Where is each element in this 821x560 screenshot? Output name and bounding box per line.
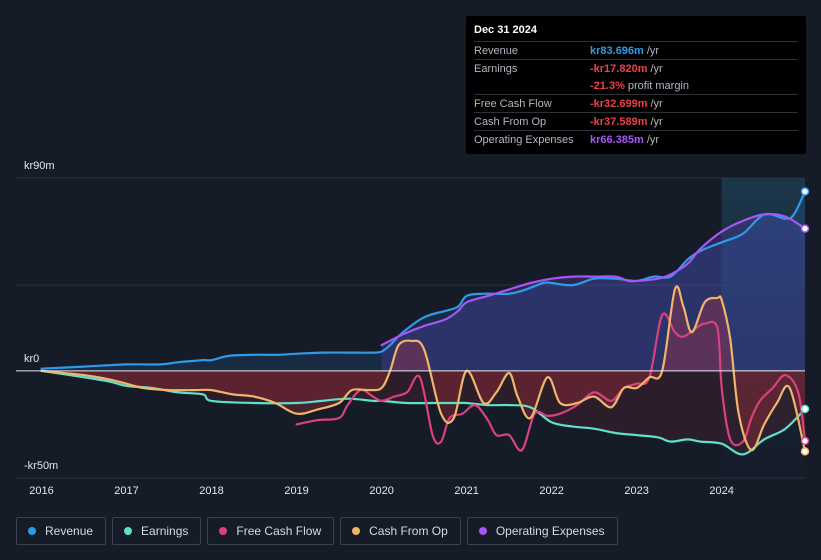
- legend-item-operating-expenses[interactable]: Operating Expenses: [466, 517, 618, 545]
- tooltip-date: Dec 31 2024: [474, 24, 537, 36]
- tooltip-row: Cash From Op -kr37.589m/yr: [474, 112, 798, 130]
- tooltip-row-label: Free Cash Flow: [474, 97, 552, 110]
- tooltip-panel: Dec 31 2024 Revenue kr83.696m/yr Earnings -…: [466, 16, 806, 154]
- tooltip-row-unit: /yr: [650, 115, 663, 128]
- legend-dot-icon: [28, 527, 36, 535]
- y-tick-label-top: kr90m: [24, 160, 55, 172]
- x-tick-label: 2017: [114, 485, 139, 497]
- tooltip-row-value: -kr37.589m: [590, 115, 648, 128]
- tooltip-row-unit: /yr: [650, 97, 663, 110]
- end-marker-revenue: [800, 187, 810, 196]
- y-tick-label-bottom: -kr50m: [24, 460, 59, 472]
- series-lines: [40, 190, 807, 456]
- tooltip-row: Free Cash Flow -kr32.699m/yr: [474, 94, 798, 112]
- tooltip-row: -21.3% profit margin: [474, 77, 798, 94]
- legend-dot-icon: [352, 527, 361, 535]
- area-earnings: [41, 370, 805, 455]
- x-tick-label: 2021: [454, 485, 479, 497]
- tooltip-row-value: kr83.696m: [590, 44, 644, 57]
- legend-dot-icon: [124, 527, 133, 535]
- x-tick-label: 2023: [624, 485, 649, 497]
- end-marker-operating-expenses: [800, 224, 810, 233]
- tooltip-row-unit: profit margin: [627, 79, 689, 92]
- end-marker-free-cash-flow: [800, 436, 810, 446]
- line-earnings: [40, 369, 807, 456]
- area-revenue: [41, 191, 805, 371]
- legend-dot-icon: [478, 527, 487, 535]
- tooltip-row: Operating Expenses kr66.385m/yr: [474, 130, 798, 148]
- legend: Revenue Earnings Free Cash Flow Cash From O…: [16, 517, 618, 545]
- tooltip-row-unit: /yr: [650, 62, 663, 75]
- end-marker-earnings: [800, 404, 810, 414]
- tooltip-row-value: -kr32.699m: [590, 97, 648, 110]
- legend-label: Free Cash Flow: [236, 524, 322, 538]
- x-tick-label: 2020: [369, 485, 394, 497]
- x-tick-label: 2024: [709, 485, 734, 497]
- tooltip-row-label: Earnings: [474, 62, 518, 75]
- x-tick-label: 2019: [284, 485, 309, 497]
- gridlines: [16, 177, 805, 479]
- series-areas: [41, 191, 805, 455]
- x-tick-label: 2022: [539, 485, 564, 497]
- tooltip-row-value: -kr17.820m: [590, 62, 648, 75]
- legend-label: Revenue: [45, 524, 94, 538]
- tooltip-row-label: Revenue: [474, 44, 519, 57]
- area-cash-from-op: [41, 286, 805, 452]
- tooltip-row-label: Operating Expenses: [474, 133, 574, 146]
- legend-label: Operating Expenses: [495, 524, 605, 538]
- line-cash-from-op: [40, 285, 807, 453]
- y-tick-label-zero: kr0: [24, 353, 40, 365]
- line-operating-expenses: [380, 213, 807, 347]
- legend-item-revenue[interactable]: Revenue: [16, 517, 107, 545]
- legend-label: Cash From Op: [369, 524, 448, 538]
- legend-item-free-cash-flow[interactable]: Free Cash Flow: [207, 517, 335, 545]
- tooltip-row: Earnings -kr17.820m/yr: [474, 59, 798, 77]
- tooltip-row-unit: /yr: [646, 133, 660, 146]
- legend-dot-icon: [219, 527, 228, 535]
- area-operating-expenses: [381, 214, 805, 371]
- tooltip-row-label: Cash From Op: [474, 115, 547, 128]
- end-marker-cash-from-op: [800, 447, 810, 456]
- tooltip-rows: Revenue kr83.696m/yr Earnings -kr17.820m/yr…: [474, 41, 798, 148]
- line-revenue: [40, 190, 807, 370]
- line-free-cash-flow: [295, 312, 807, 452]
- legend-item-earnings[interactable]: Earnings: [112, 517, 202, 545]
- legend-item-cash-from-op[interactable]: Cash From Op: [340, 517, 461, 545]
- x-tick-label: 2018: [199, 485, 224, 497]
- tooltip-row: Revenue kr83.696m/yr: [474, 41, 798, 59]
- tooltip-row-value: kr66.385m: [590, 133, 644, 146]
- tooltip-row-unit: /yr: [646, 44, 660, 57]
- series-end-markers: [800, 187, 810, 456]
- legend-label: Earnings: [141, 524, 189, 538]
- x-tick-label: 2016: [29, 485, 54, 497]
- tooltip-row-value: -21.3%: [590, 79, 625, 92]
